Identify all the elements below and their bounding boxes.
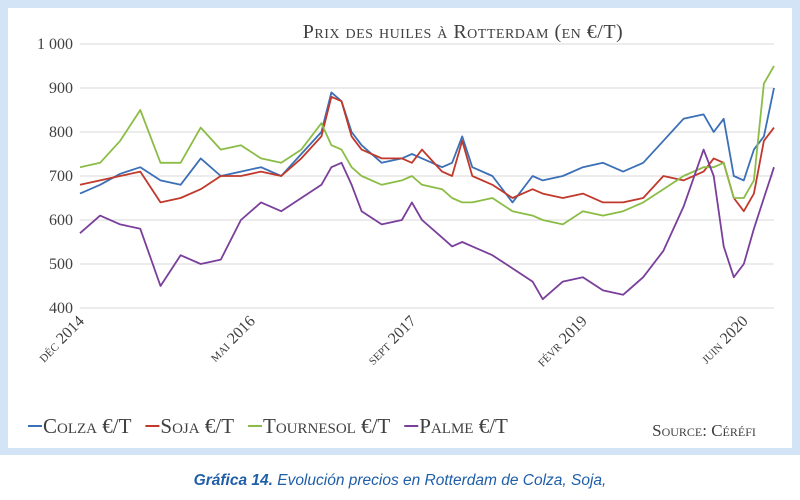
caption-label: Gráfica 14. [193, 472, 273, 489]
x-tick-label: déc 2014 [35, 313, 88, 366]
grid-lines [80, 43, 774, 309]
source-note: Source: Céréfi [652, 421, 756, 440]
legend-label: Colza €/T [43, 414, 132, 438]
legend-label: Soja €/T [160, 414, 234, 438]
legend-label: Palme €/T [419, 414, 508, 438]
legend: Colza €/T Soja €/T Tournesol €/T Palme €/T [28, 414, 508, 438]
series-lines [79, 65, 775, 301]
figure-caption: Gráfica 14. Evolución precios en Rotterd… [0, 472, 800, 490]
x-tick-label: févr 2019 [533, 313, 590, 370]
y-axis-ticks: 400 500 600 700 800 900 1 000 [37, 36, 73, 317]
y-tick-label: 600 [49, 212, 73, 229]
y-tick-label: 700 [49, 168, 73, 185]
y-tick-label: 400 [49, 300, 73, 317]
series-line [79, 65, 775, 226]
chart-title: Prix des huiles à Rotterdam (en €/T) [303, 21, 623, 43]
y-tick-label: 500 [49, 256, 73, 273]
chart-frame: Prix des huiles à Rotterdam (en €/T) 400… [0, 0, 800, 455]
series-line [79, 95, 775, 213]
x-tick-label: juin 2020 [697, 313, 751, 367]
chart-panel: Prix des huiles à Rotterdam (en €/T) 400… [8, 8, 792, 448]
x-tick-label: sept 2017 [364, 313, 420, 369]
series-line [79, 148, 775, 301]
y-tick-label: 1 000 [37, 36, 73, 53]
y-tick-label: 900 [49, 80, 73, 97]
chart-svg: Prix des huiles à Rotterdam (en €/T) 400… [28, 21, 775, 440]
x-tick-label: mai 2016 [206, 313, 259, 366]
legend-label: Tournesol €/T [263, 414, 390, 438]
y-tick-label: 800 [49, 124, 73, 141]
caption-text: Evolución precios en Rotterdam de Colza,… [272, 472, 607, 489]
x-axis-ticks: déc 2014 mai 2016 sept 2017 févr 2019 juin 2… [35, 313, 752, 370]
